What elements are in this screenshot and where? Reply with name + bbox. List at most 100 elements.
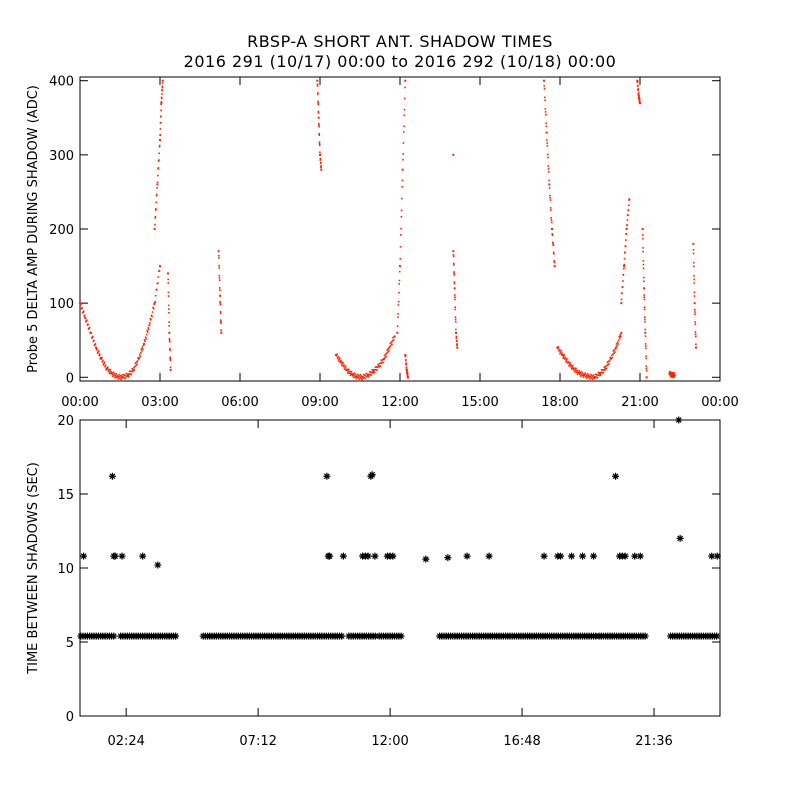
data-point — [369, 371, 372, 373]
data-point — [638, 97, 641, 99]
data-point — [168, 340, 171, 343]
data-point — [87, 323, 89, 326]
y-tick-label: 100 — [49, 297, 74, 312]
data-point — [349, 374, 352, 377]
data-point — [591, 375, 593, 377]
data-point — [356, 375, 359, 378]
data-point — [157, 174, 159, 177]
data-point — [161, 89, 163, 92]
data-point — [561, 354, 564, 357]
data-point — [350, 370, 353, 373]
data-point — [628, 204, 630, 207]
data-point — [604, 369, 606, 371]
data-point — [317, 103, 320, 106]
data-point — [317, 93, 319, 96]
data-point — [592, 374, 595, 376]
data-point — [108, 368, 110, 371]
data-point — [404, 354, 407, 357]
data-point — [118, 552, 126, 560]
data-point — [144, 340, 146, 343]
data-point — [608, 359, 611, 362]
data-point — [337, 360, 340, 362]
data-point — [454, 320, 457, 323]
data-point — [353, 372, 356, 375]
data-point — [369, 373, 371, 376]
data-point — [672, 373, 675, 375]
data-point — [643, 294, 645, 296]
data-point — [98, 353, 101, 356]
data-point — [551, 228, 553, 230]
data-point — [124, 374, 126, 377]
data-point — [94, 343, 97, 345]
data-point — [594, 376, 596, 378]
data-point — [367, 374, 369, 377]
data-point — [364, 552, 372, 560]
data-point — [557, 346, 560, 348]
data-point — [590, 377, 593, 379]
data-point — [582, 372, 584, 375]
data-point — [154, 209, 157, 211]
data-point — [318, 141, 321, 144]
data-point — [453, 272, 455, 275]
data-point — [694, 311, 696, 313]
data-point — [546, 153, 549, 156]
data-point — [547, 156, 549, 159]
data-point — [561, 352, 563, 354]
data-point — [161, 79, 164, 82]
data-point — [453, 274, 456, 276]
data-point — [349, 370, 351, 373]
data-point — [129, 370, 132, 373]
data-point — [625, 233, 628, 235]
data-point — [397, 313, 399, 315]
data-point — [342, 365, 345, 368]
data-point — [155, 194, 158, 197]
data-point — [404, 86, 406, 89]
data-point — [669, 375, 672, 378]
data-point — [399, 265, 401, 268]
data-point — [589, 375, 592, 378]
data-point — [693, 265, 695, 268]
data-point — [372, 370, 375, 373]
data-point — [695, 343, 697, 346]
data-point — [326, 552, 334, 560]
data-point — [637, 88, 640, 90]
data-point — [158, 152, 160, 155]
data-point — [399, 245, 402, 248]
data-point — [96, 347, 98, 350]
data-point — [168, 337, 171, 340]
data-point — [559, 352, 561, 355]
data-point — [338, 357, 341, 359]
data-point — [114, 374, 117, 377]
data-point — [553, 261, 556, 264]
data-point — [708, 552, 716, 560]
data-point — [567, 361, 570, 363]
data-point — [320, 161, 322, 164]
data-point — [581, 374, 584, 377]
data-point — [607, 363, 609, 366]
data-point — [367, 376, 370, 378]
data-point — [621, 286, 624, 288]
data-point — [402, 158, 404, 161]
data-point — [84, 316, 87, 319]
data-point — [219, 302, 222, 304]
data-point — [557, 552, 565, 560]
data-point — [643, 306, 646, 309]
data-point — [159, 265, 161, 268]
data-point — [160, 115, 162, 118]
data-point — [452, 262, 455, 265]
data-point — [645, 347, 647, 350]
data-point — [150, 314, 153, 317]
data-point — [559, 351, 562, 353]
data-point — [139, 552, 147, 560]
data-point — [317, 100, 319, 103]
data-point — [99, 357, 102, 360]
data-point — [669, 370, 671, 373]
data-point — [566, 357, 568, 360]
data-point — [389, 552, 397, 560]
data-point — [644, 335, 647, 337]
x-tick-label: 15:00 — [461, 395, 498, 410]
data-point — [161, 88, 163, 91]
data-point — [318, 124, 320, 126]
data-point — [590, 373, 592, 376]
data-point — [108, 372, 111, 375]
